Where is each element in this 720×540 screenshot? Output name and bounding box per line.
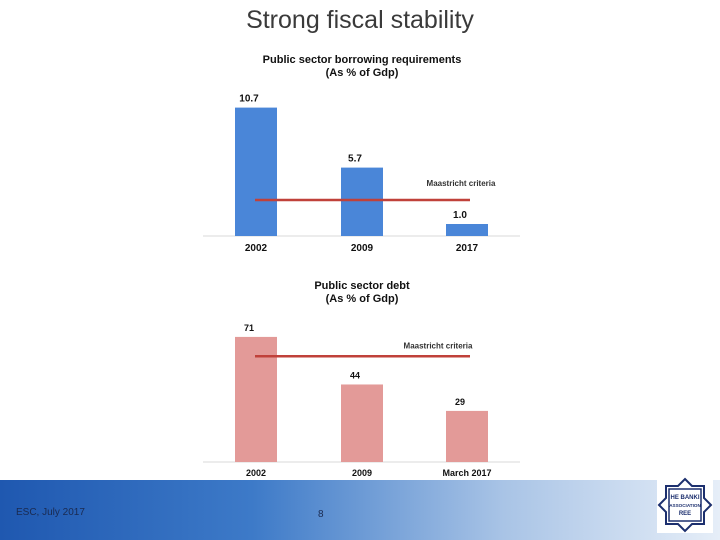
data-label: 71: [244, 323, 254, 333]
slide-title: Strong fiscal stability: [246, 6, 474, 34]
data-label: 1.0: [453, 210, 467, 221]
chart-subtitle: (As % of Gdp): [326, 293, 399, 305]
footer-event-label: ESC, July 2017: [16, 507, 85, 518]
bar: [446, 410, 488, 462]
x-tick-label: 2009: [352, 468, 372, 478]
data-label: 29: [455, 397, 465, 407]
x-tick-label: March 2017: [442, 468, 491, 478]
bar: [341, 167, 383, 236]
maastricht-criteria-label: Maastricht criteria: [427, 179, 496, 188]
bar: [235, 107, 277, 236]
data-label: 5.7: [348, 154, 362, 165]
chart-subtitle: (As % of Gdp): [326, 67, 399, 79]
bank-association-logo: HE BANKI ASSOCIATION REE: [657, 477, 713, 533]
svg-text:REE: REE: [679, 511, 691, 517]
x-tick-label: 2002: [245, 243, 268, 254]
svg-text:ASSOCIATION: ASSOCIATION: [669, 503, 701, 508]
x-tick-label: 2017: [456, 243, 479, 254]
chart-title: Public sector debt: [314, 280, 410, 292]
bar: [446, 224, 488, 236]
x-tick-label: 2009: [351, 243, 374, 254]
chart-title: Public sector borrowing requirements: [263, 54, 462, 66]
page-number: 8: [318, 509, 324, 520]
public-debt-chart: Public sector debt (As % of Gdp) 71 2002 4…: [203, 280, 520, 478]
maastricht-criteria-label: Maastricht criteria: [404, 341, 473, 350]
svg-text:HE BANKI: HE BANKI: [670, 495, 699, 501]
data-label: 44: [350, 370, 360, 380]
borrowing-requirements-chart: Public sector borrowing requirements (As…: [203, 54, 520, 254]
x-tick-label: 2002: [246, 468, 266, 478]
footer-band: [0, 480, 720, 540]
bar: [341, 384, 383, 462]
bar: [235, 336, 277, 462]
data-label: 10.7: [239, 94, 259, 105]
